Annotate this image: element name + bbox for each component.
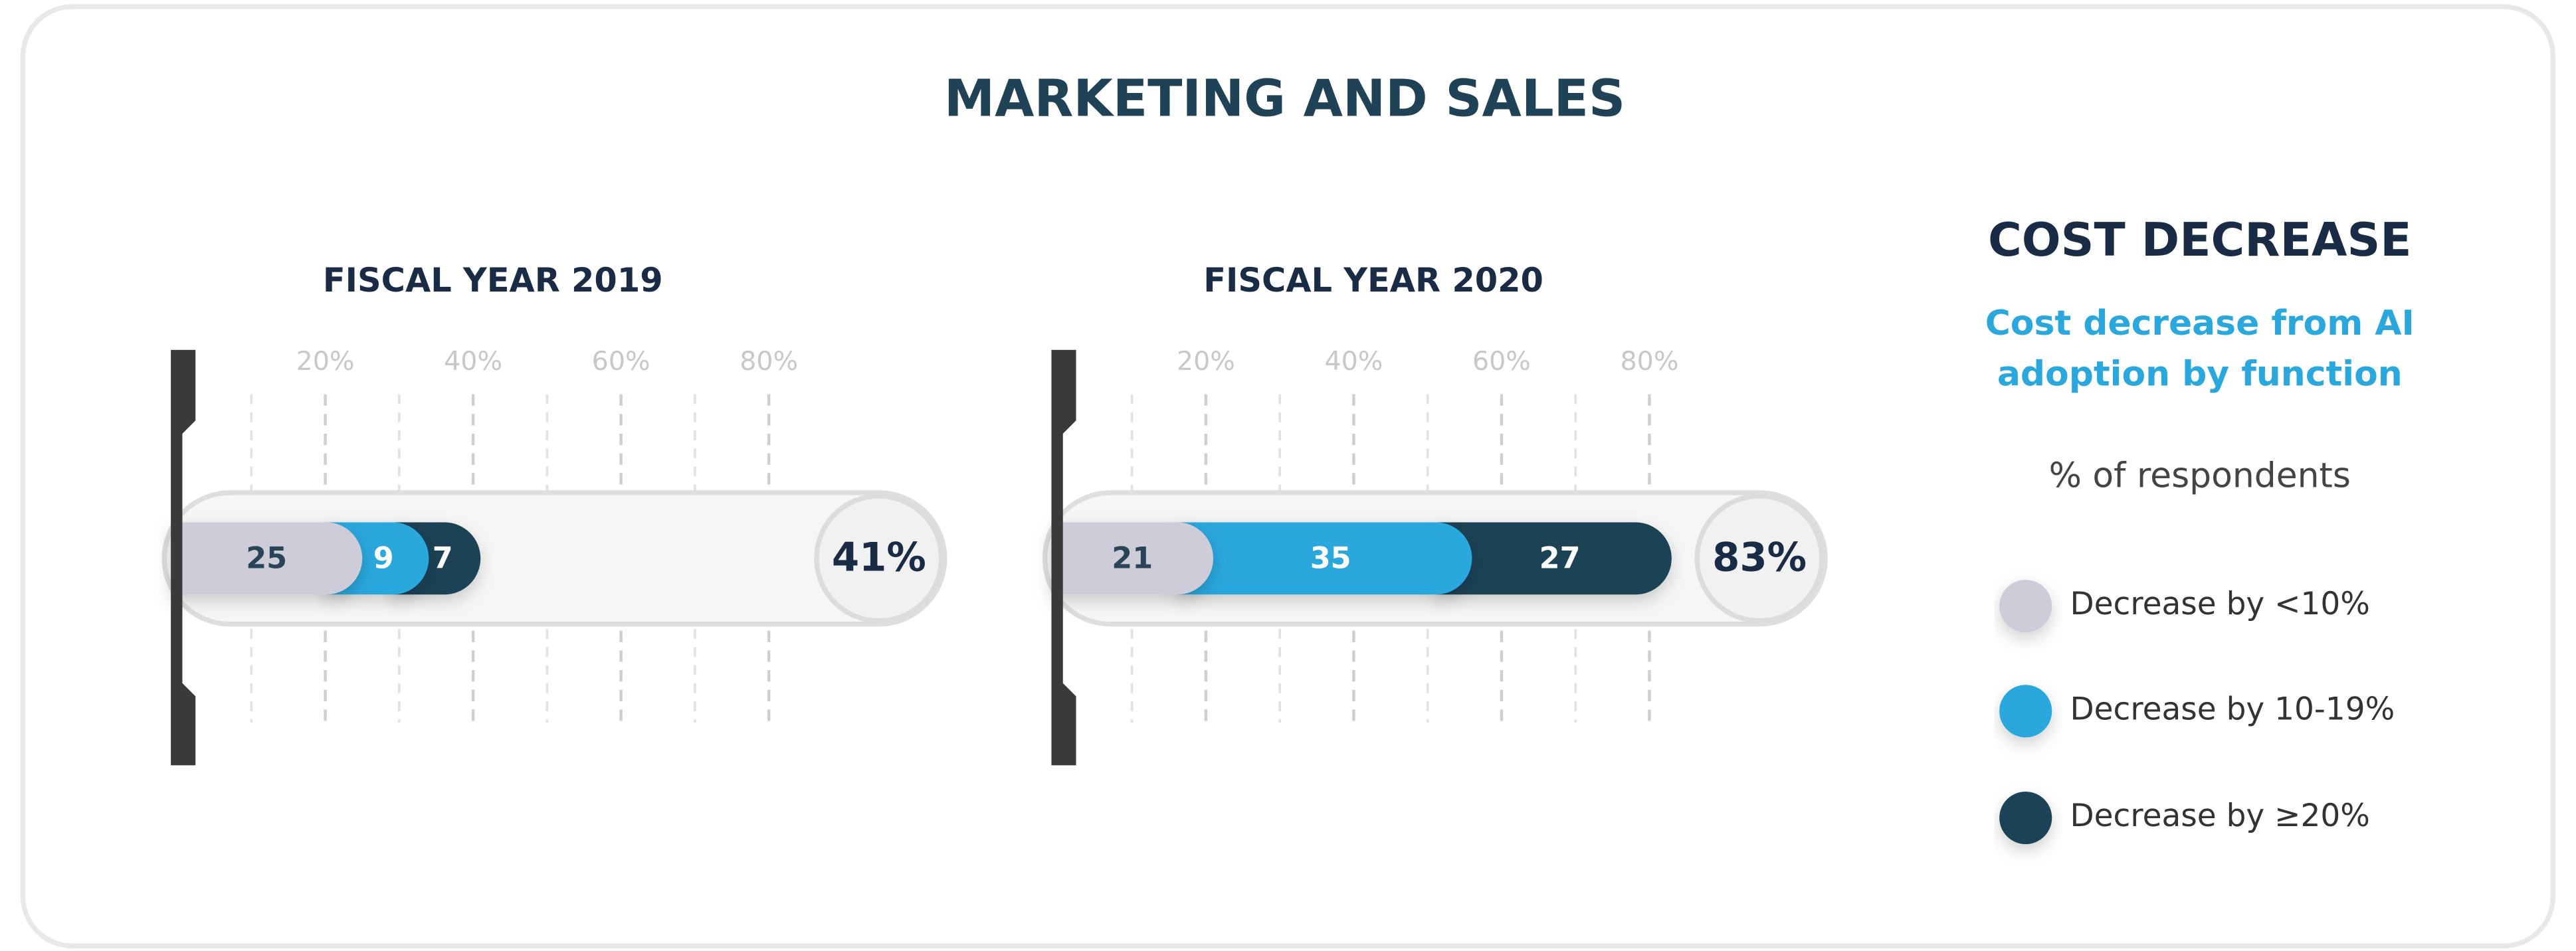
- legend-label: Decrease by ≥20%: [2070, 798, 2369, 834]
- legend-swatch: [1999, 685, 2052, 738]
- panel-title: FISCAL YEAR 2019: [323, 261, 663, 300]
- x-tick-label: 20%: [1177, 346, 1235, 377]
- segment-label: 35: [1310, 541, 1351, 575]
- bar-segment: [1051, 522, 1213, 595]
- legend-label: Decrease by 10-19%: [2070, 691, 2395, 727]
- total-circle: [1694, 493, 1825, 624]
- segment-label: 25: [246, 541, 287, 575]
- x-tick-label: 80%: [1621, 346, 1679, 377]
- legend-label: Decrease by <10%: [2070, 586, 2369, 622]
- page-title: MARKETING AND SALES: [944, 69, 1625, 128]
- segment-label: 9: [373, 541, 394, 575]
- bar-segment: [1177, 522, 1472, 595]
- card: [20, 4, 2556, 949]
- x-tick-label: 40%: [1324, 346, 1383, 377]
- bar-segment: [171, 522, 363, 595]
- legend-subtitle: Cost decrease from AI: [1985, 303, 2415, 343]
- legend-swatch: [1999, 580, 2052, 633]
- panel-title: FISCAL YEAR 2020: [1203, 261, 1543, 300]
- legend-title: COST DECREASE: [1988, 214, 2412, 267]
- bar-segment: [1436, 522, 1672, 595]
- x-tick-label: 20%: [296, 346, 355, 377]
- axis-wall: [1051, 349, 1076, 766]
- segment-label: 21: [1112, 541, 1153, 575]
- legend-subtitle: adoption by function: [1997, 354, 2403, 394]
- legend-note: % of respondents: [2049, 456, 2351, 496]
- x-tick-label: 60%: [1472, 346, 1531, 377]
- legend-swatch: [1999, 791, 2052, 845]
- segment-label: 7: [433, 541, 453, 575]
- total-circle: [814, 493, 944, 624]
- x-tick-label: 60%: [592, 346, 650, 377]
- total-label: 41%: [832, 534, 926, 580]
- axis-wall: [171, 349, 196, 766]
- x-tick-label: 80%: [740, 346, 798, 377]
- x-tick-label: 40%: [444, 346, 502, 377]
- total-label: 83%: [1712, 534, 1807, 580]
- segment-label: 27: [1539, 541, 1581, 575]
